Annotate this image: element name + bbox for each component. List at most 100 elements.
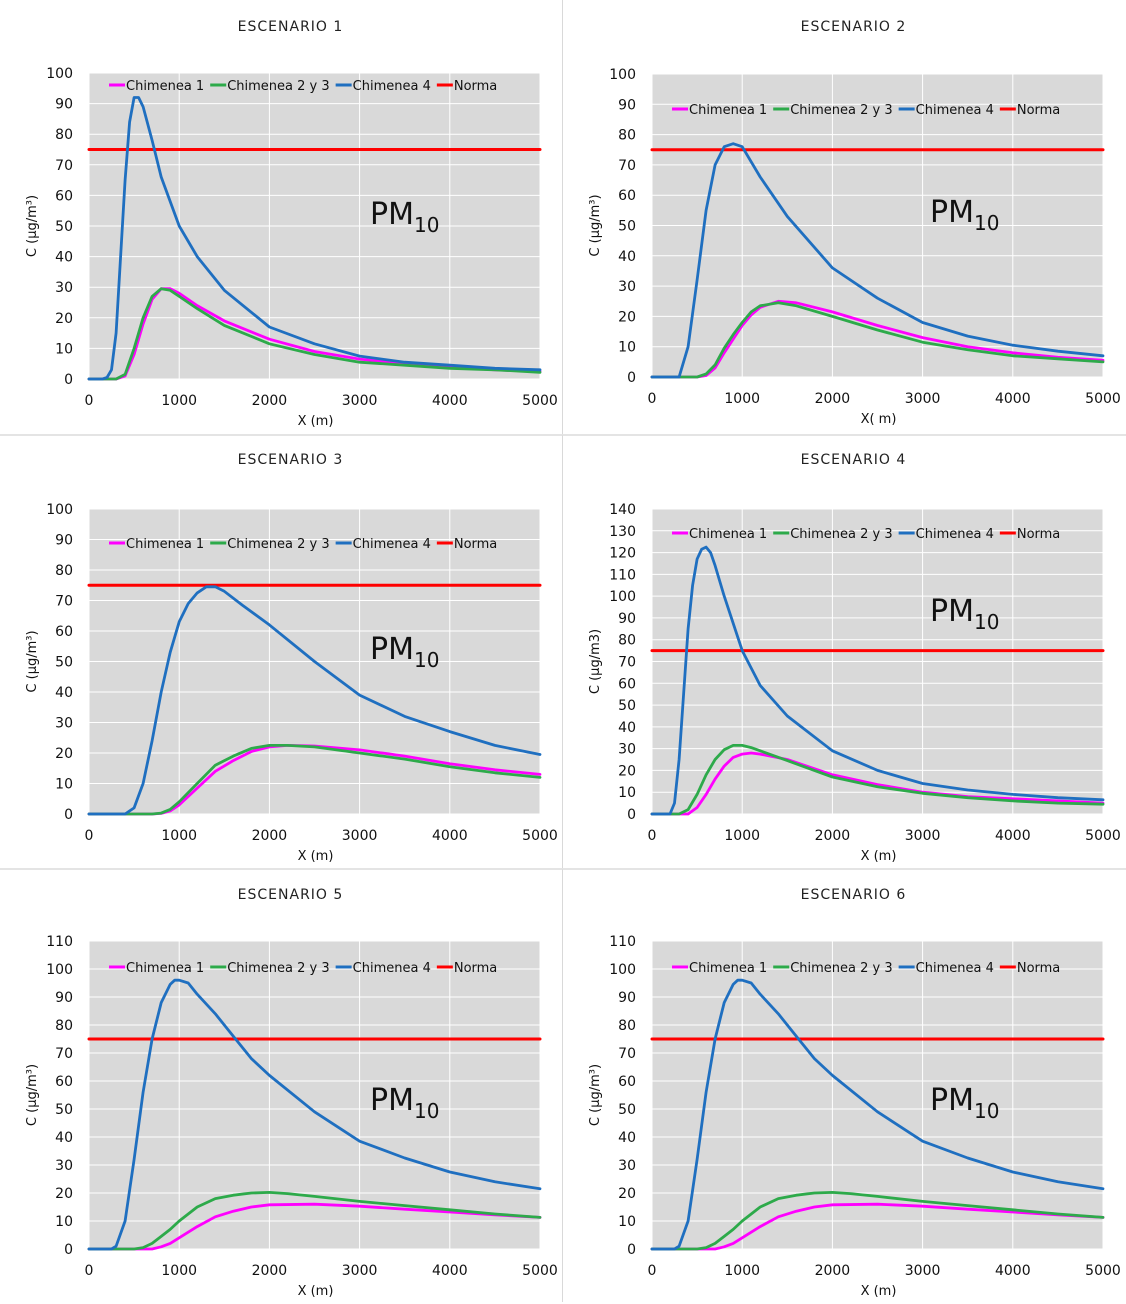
y-tick-label: 140: [609, 502, 636, 518]
x-tick-label: 1000: [161, 393, 197, 409]
legend-label: Chimenea 2 y 3: [790, 527, 892, 542]
x-tick-label: 1000: [161, 1263, 197, 1279]
legend-label: Chimenea 2 y 3: [227, 961, 329, 976]
legend-label: Chimenea 4: [353, 79, 431, 94]
series-line-chimenea-1: [87, 1202, 542, 1251]
x-axis-label: X (m): [298, 414, 334, 429]
series-line-chimenea-2-y-3: [650, 301, 1105, 379]
y-tick-label: 20: [55, 311, 73, 327]
y-tick-label: 100: [46, 66, 73, 82]
y-tick-label: 100: [609, 67, 636, 83]
chart-escenario-2: ESCENARIO 2 0 10 20 30 40 50 60 70 80 90 100 0 1000 20…: [563, 0, 1126, 434]
series-line-chimenea-4: [87, 585, 542, 816]
y-tick-label: 80: [55, 1018, 73, 1034]
x-tick-label: 0: [85, 393, 94, 409]
y-tick-label: 50: [55, 219, 73, 235]
x-tick-label: 3000: [905, 391, 941, 407]
y-axis-label: C (µg/m³): [588, 194, 603, 256]
legend-label: Chimenea 4: [353, 961, 431, 976]
chart-title: ESCENARIO 2: [801, 19, 907, 35]
y-tick-label: 110: [46, 934, 73, 950]
series-line-chimenea-4: [650, 545, 1105, 816]
chart-title: ESCENARIO 5: [238, 887, 344, 903]
y-tick-label: 60: [618, 188, 636, 204]
y-tick-label: 130: [609, 524, 636, 540]
x-tick-label: 5000: [522, 1263, 558, 1279]
series-line-chimenea-4: [650, 978, 1105, 1251]
pm-label: PM: [930, 195, 974, 230]
y-tick-label: 10: [618, 340, 636, 356]
legend-label: Chimenea 4: [916, 527, 994, 542]
y-tick-label: 90: [55, 533, 73, 549]
chart-escenario-1: ESCENARIO 1 0 10 20 30 40 50 60 70 80 90 100 0 1000 20…: [0, 0, 563, 434]
y-tick-label: 0: [64, 1242, 73, 1258]
x-tick-label: 2000: [252, 393, 288, 409]
y-tick-label: 70: [618, 1046, 636, 1062]
y-tick-label: 120: [609, 546, 636, 562]
y-tick-label: 90: [618, 97, 636, 113]
legend-label: Chimenea 1: [689, 103, 767, 118]
chart-title: ESCENARIO 1: [238, 19, 344, 35]
chart-escenario-5: ESCENARIO 5 0 10 20 30 40 50 60 70 80 90 100 110 0 100…: [0, 868, 563, 1302]
y-tick-label: 20: [618, 309, 636, 325]
y-tick-label: 70: [618, 655, 636, 671]
y-tick-label: 30: [55, 716, 73, 732]
legend-label: Norma: [1017, 527, 1060, 542]
y-tick-label: 80: [618, 633, 636, 649]
legend-label: Chimenea 2 y 3: [790, 961, 892, 976]
y-tick-label: 40: [55, 250, 73, 266]
pm-label: PM: [930, 594, 974, 629]
y-tick-label: 50: [55, 655, 73, 671]
y-tick-label: 80: [55, 563, 73, 579]
y-tick-label: 40: [55, 685, 73, 701]
legend-label: Norma: [1017, 961, 1060, 976]
x-tick-label: 4000: [995, 828, 1031, 844]
legend-label: Chimenea 2 y 3: [790, 103, 892, 118]
chart-escenario-6: ESCENARIO 6 0 10 20 30 40 50 60 70 80 90 100 110 0 100…: [563, 868, 1126, 1302]
y-tick-label: 30: [55, 280, 73, 296]
series-line-chimenea-4: [650, 142, 1105, 379]
chart-svg-4: ESCENARIO 401020304050607080901001101201…: [588, 452, 1121, 864]
x-axis-label: X (m): [298, 849, 334, 864]
y-tick-label: 70: [55, 1046, 73, 1062]
legend-label: Chimenea 1: [126, 537, 204, 552]
x-tick-label: 1000: [724, 1263, 760, 1279]
x-tick-label: 5000: [1085, 828, 1121, 844]
y-tick-label: 40: [618, 249, 636, 265]
y-tick-label: 10: [55, 341, 73, 357]
y-tick-label: 50: [55, 1102, 73, 1118]
y-tick-label: 50: [618, 1102, 636, 1118]
pm-subscript: 10: [974, 211, 999, 235]
y-tick-label: 0: [627, 807, 636, 823]
x-tick-label: 4000: [995, 391, 1031, 407]
chart-title: ESCENARIO 6: [801, 887, 907, 903]
x-tick-label: 3000: [342, 828, 378, 844]
y-tick-label: 40: [618, 720, 636, 736]
x-axis-label: X (m): [861, 1284, 897, 1299]
x-tick-label: 2000: [815, 391, 851, 407]
y-tick-label: 30: [618, 742, 636, 758]
x-axis-label: X (m): [861, 849, 897, 864]
series-line-chimenea-4: [87, 978, 542, 1251]
x-tick-label: 4000: [432, 828, 468, 844]
chart-svg-6: ESCENARIO 6 0 10 20 30 40 50 60 70 80 90 100 110 0 100…: [588, 887, 1121, 1299]
y-tick-label: 0: [64, 372, 73, 388]
y-tick-label: 80: [618, 128, 636, 144]
legend-label: Norma: [1017, 103, 1060, 118]
legend-label: Norma: [454, 537, 497, 552]
pm10-annotation: PM10: [370, 197, 439, 237]
pm-label: PM: [370, 1083, 414, 1118]
x-tick-label: 0: [85, 828, 94, 844]
pm-subscript: 10: [414, 648, 439, 672]
x-tick-label: 2000: [815, 828, 851, 844]
pm10-annotation: PM10: [930, 1083, 999, 1123]
y-tick-label: 60: [55, 188, 73, 204]
y-tick-label: 20: [618, 763, 636, 779]
x-tick-label: 0: [85, 1263, 94, 1279]
y-tick-label: 60: [618, 676, 636, 692]
y-tick-label: 100: [46, 962, 73, 978]
x-tick-label: 1000: [161, 828, 197, 844]
legend-label: Norma: [454, 79, 497, 94]
legend-label: Chimenea 2 y 3: [227, 79, 329, 94]
y-tick-label: 100: [46, 502, 73, 518]
